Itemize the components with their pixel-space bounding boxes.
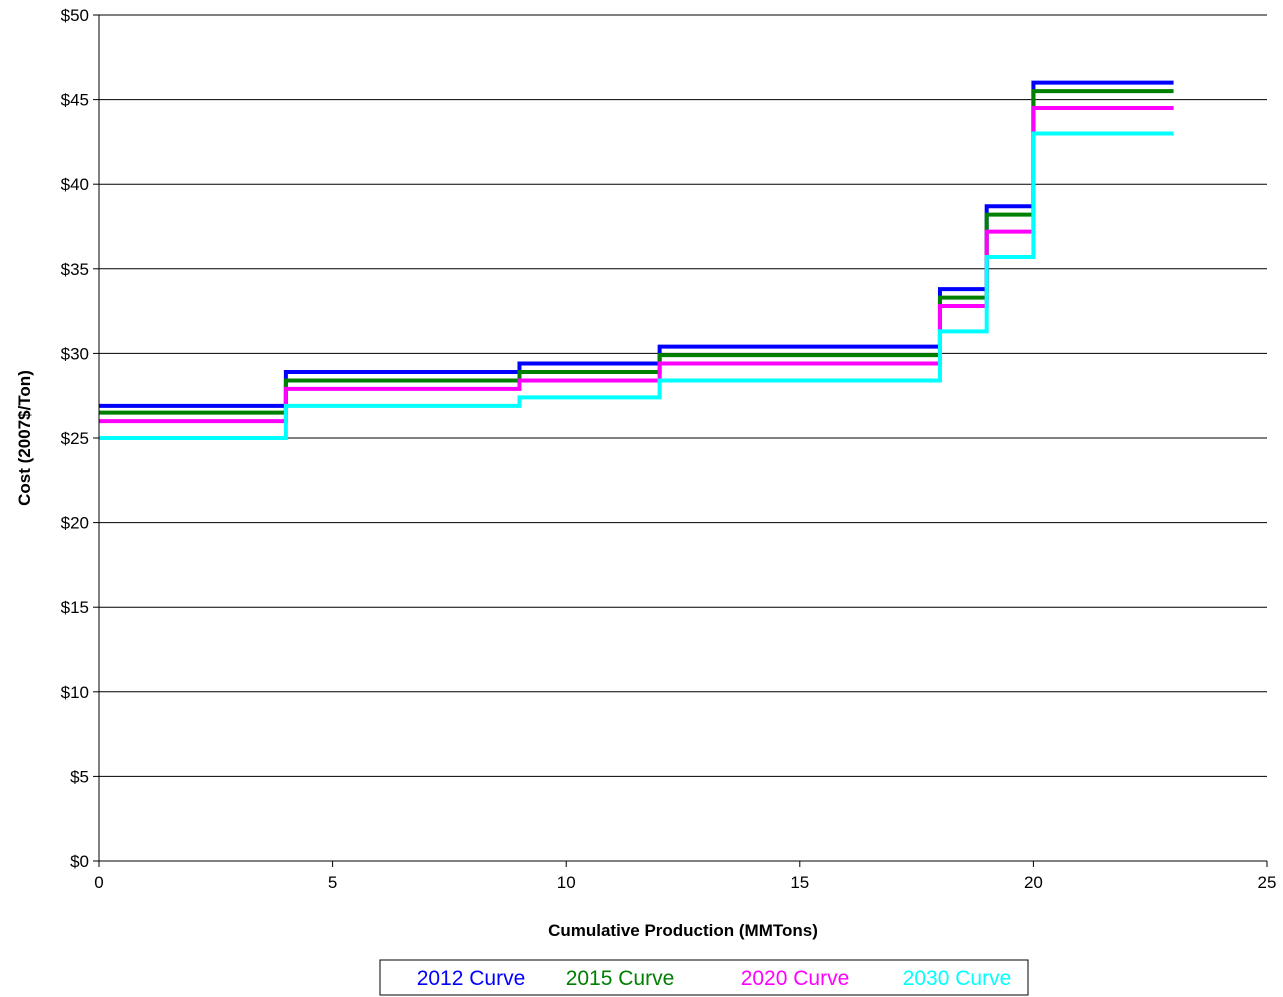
y-axis-title: Cost (2007$/Ton): [15, 370, 34, 506]
y-tick-label: $40: [61, 175, 89, 194]
legend-entry: 2012 Curve: [417, 967, 526, 990]
x-tick-label: 15: [790, 873, 809, 892]
legend-box: [379, 959, 1029, 996]
x-tick-label: 5: [328, 873, 337, 892]
y-tick-label: $10: [61, 683, 89, 702]
series-line-4: [99, 131, 1174, 440]
y-tick-label: $15: [61, 598, 89, 617]
x-tick-label: 20: [1024, 873, 1043, 892]
x-tick-label: 0: [94, 873, 103, 892]
x-axis-title: Cumulative Production (MMTons): [548, 921, 818, 940]
y-tick-label: $45: [61, 91, 89, 110]
y-tick-label: $5: [70, 767, 89, 786]
legend-entry: 2015 Curve: [566, 967, 675, 990]
y-tick-labels: $0 $5 $10 $15 $20 $25 $30 $35 $40 $45 $50: [61, 6, 89, 871]
series-line-1: [99, 80, 1174, 408]
legend: 2012 Curve 2015 Curve 2020 Curve 2030 Curve: [379, 959, 1029, 996]
x-tick-labels: 0 5 10 15 20 25: [94, 873, 1276, 892]
series-line-3: [99, 106, 1174, 424]
series-group: [99, 80, 1174, 440]
x-tick-label: 25: [1258, 873, 1277, 892]
y-tick-label: $35: [61, 260, 89, 279]
legend-entry: 2030 Curve: [903, 967, 1012, 990]
axes: [93, 14, 1268, 867]
y-tick-label: $20: [61, 514, 89, 533]
legend-entry: 2020 Curve: [741, 967, 850, 990]
series-line-2: [99, 89, 1174, 415]
y-tick-label: $25: [61, 429, 89, 448]
y-tick-label: $30: [61, 344, 89, 363]
y-tick-label: $50: [61, 6, 89, 25]
y-tick-label: $0: [70, 852, 89, 871]
gridlines: [99, 14, 1267, 777]
x-tick-label: 10: [557, 873, 576, 892]
